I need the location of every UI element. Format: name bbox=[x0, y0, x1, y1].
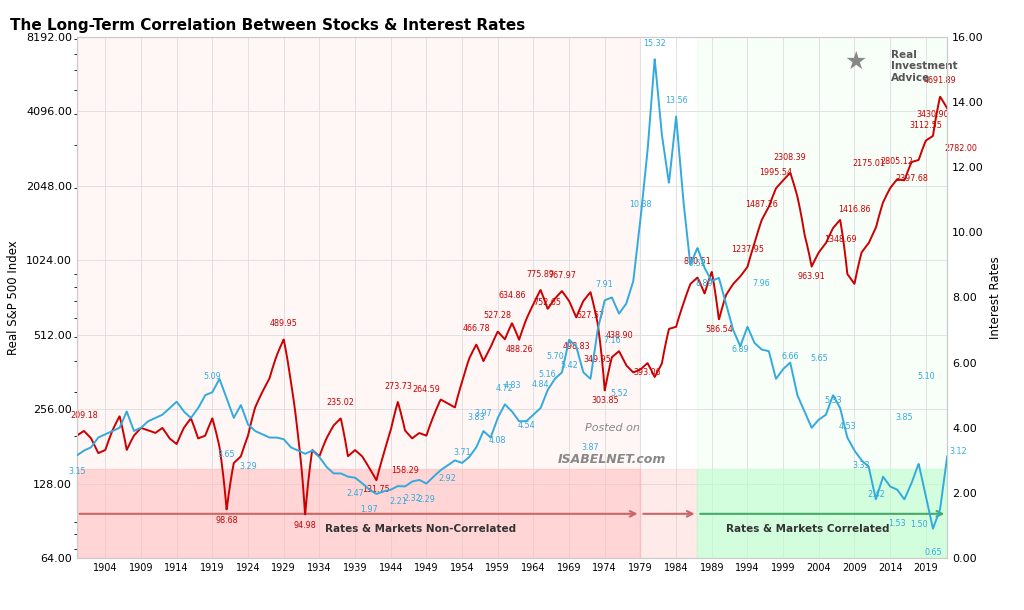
Text: 3.12: 3.12 bbox=[949, 448, 967, 456]
Text: 9.52: 9.52 bbox=[688, 259, 707, 268]
Text: 3.87: 3.87 bbox=[582, 443, 599, 452]
Text: 10.38: 10.38 bbox=[629, 199, 651, 209]
Text: 527.57: 527.57 bbox=[577, 311, 604, 320]
Text: 393.06: 393.06 bbox=[634, 368, 662, 377]
Text: Real
Investment
Advice: Real Investment Advice bbox=[891, 49, 957, 83]
Text: 264.59: 264.59 bbox=[413, 386, 440, 395]
Bar bbox=[697, 37, 947, 558]
Text: 3.83: 3.83 bbox=[468, 413, 485, 422]
Text: 2.92: 2.92 bbox=[439, 474, 457, 483]
Text: 1995.54: 1995.54 bbox=[760, 168, 793, 178]
Text: 235.02: 235.02 bbox=[327, 398, 354, 407]
Text: Rates & Markets Correlated: Rates & Markets Correlated bbox=[726, 525, 890, 534]
Text: 3.85: 3.85 bbox=[896, 412, 913, 422]
Text: 4.08: 4.08 bbox=[489, 436, 507, 445]
Text: 3.65: 3.65 bbox=[218, 450, 236, 459]
Text: 5.16: 5.16 bbox=[539, 370, 556, 379]
Text: Rates & Markets Non-Correlated: Rates & Markets Non-Correlated bbox=[325, 525, 516, 534]
Text: 6.89: 6.89 bbox=[731, 345, 750, 354]
Text: 5.70: 5.70 bbox=[546, 352, 563, 361]
Text: 303.85: 303.85 bbox=[591, 396, 618, 404]
Text: 3112.55: 3112.55 bbox=[909, 121, 942, 129]
Bar bbox=[640, 470, 697, 558]
Text: 3.33: 3.33 bbox=[853, 461, 870, 470]
Text: 0.65: 0.65 bbox=[924, 548, 942, 557]
Text: 767.97: 767.97 bbox=[548, 271, 575, 280]
Y-axis label: Interest Rates: Interest Rates bbox=[989, 256, 1002, 339]
Text: 498.83: 498.83 bbox=[562, 342, 590, 351]
Text: The Long-Term Correlation Between Stocks & Interest Rates: The Long-Term Correlation Between Stocks… bbox=[10, 18, 525, 34]
Text: 2397.68: 2397.68 bbox=[895, 174, 928, 182]
Text: 349.95: 349.95 bbox=[584, 356, 611, 364]
Bar bbox=[77, 470, 640, 558]
Text: 4.72: 4.72 bbox=[496, 384, 514, 393]
Text: 586.54: 586.54 bbox=[705, 325, 733, 334]
Text: 5.52: 5.52 bbox=[610, 389, 628, 398]
Text: 752.65: 752.65 bbox=[534, 298, 562, 307]
Text: 1487.26: 1487.26 bbox=[745, 200, 778, 209]
Text: 488.26: 488.26 bbox=[505, 345, 532, 354]
Text: 4691.89: 4691.89 bbox=[924, 76, 956, 85]
Text: 2.21: 2.21 bbox=[389, 497, 407, 506]
Text: 3.29: 3.29 bbox=[240, 462, 257, 471]
Text: 2.42: 2.42 bbox=[867, 490, 885, 500]
Text: 4.54: 4.54 bbox=[517, 422, 536, 430]
Text: 273.73: 273.73 bbox=[384, 382, 412, 391]
Text: 466.78: 466.78 bbox=[463, 325, 490, 334]
Text: 5.42: 5.42 bbox=[560, 361, 578, 370]
Bar bbox=[77, 37, 640, 558]
Text: 870.51: 870.51 bbox=[684, 257, 712, 267]
Text: 1.53: 1.53 bbox=[889, 519, 906, 528]
Text: 1.50: 1.50 bbox=[910, 520, 928, 529]
Text: 1416.86: 1416.86 bbox=[839, 205, 870, 214]
Y-axis label: Real S&P 500 Index: Real S&P 500 Index bbox=[7, 240, 20, 355]
Text: 6.66: 6.66 bbox=[781, 352, 799, 361]
Text: 3.97: 3.97 bbox=[474, 409, 493, 418]
Text: 2308.39: 2308.39 bbox=[774, 152, 807, 162]
Text: 5.33: 5.33 bbox=[824, 395, 842, 404]
Text: 2.29: 2.29 bbox=[418, 495, 435, 504]
Text: 775.89: 775.89 bbox=[526, 270, 555, 279]
Text: 634.86: 634.86 bbox=[499, 292, 525, 300]
Text: 2175.01: 2175.01 bbox=[852, 159, 885, 168]
Text: 1.97: 1.97 bbox=[360, 505, 378, 514]
Text: ISABELNET.com: ISABELNET.com bbox=[558, 453, 667, 465]
Text: 2805.12: 2805.12 bbox=[881, 157, 913, 166]
Text: 13.56: 13.56 bbox=[665, 96, 687, 105]
Text: 2.32: 2.32 bbox=[403, 493, 421, 503]
Bar bbox=[697, 470, 947, 558]
Text: 1348.69: 1348.69 bbox=[824, 235, 856, 245]
Text: 4.84: 4.84 bbox=[531, 380, 549, 389]
Text: 8.89: 8.89 bbox=[696, 279, 714, 289]
Text: 5.10: 5.10 bbox=[916, 371, 935, 381]
Text: 98.68: 98.68 bbox=[215, 517, 238, 525]
Text: 3430.90: 3430.90 bbox=[916, 110, 949, 119]
Text: 4.53: 4.53 bbox=[839, 422, 856, 431]
Text: 489.95: 489.95 bbox=[269, 319, 298, 328]
Text: 3.71: 3.71 bbox=[454, 448, 471, 458]
Text: 1237.95: 1237.95 bbox=[731, 245, 764, 254]
Text: 5.09: 5.09 bbox=[204, 372, 221, 381]
Text: 438.90: 438.90 bbox=[605, 331, 633, 340]
Text: 5.65: 5.65 bbox=[810, 354, 827, 363]
Text: 7.91: 7.91 bbox=[596, 280, 613, 289]
Text: 4.83: 4.83 bbox=[503, 381, 521, 390]
Text: 7.96: 7.96 bbox=[753, 279, 771, 287]
Text: Posted on: Posted on bbox=[585, 423, 640, 432]
Text: 131.75: 131.75 bbox=[362, 486, 390, 495]
Text: 15.32: 15.32 bbox=[643, 38, 666, 48]
Text: 2.47: 2.47 bbox=[346, 489, 364, 498]
Text: 2782.00: 2782.00 bbox=[945, 144, 978, 152]
Text: 963.91: 963.91 bbox=[798, 271, 825, 281]
Text: 209.18: 209.18 bbox=[70, 411, 98, 420]
Text: ★: ★ bbox=[845, 49, 867, 74]
Text: 3.15: 3.15 bbox=[68, 467, 86, 476]
Text: 94.98: 94.98 bbox=[294, 520, 316, 529]
Text: 158.29: 158.29 bbox=[391, 465, 419, 475]
Text: 7.16: 7.16 bbox=[603, 336, 621, 345]
Text: 527.28: 527.28 bbox=[483, 311, 512, 320]
